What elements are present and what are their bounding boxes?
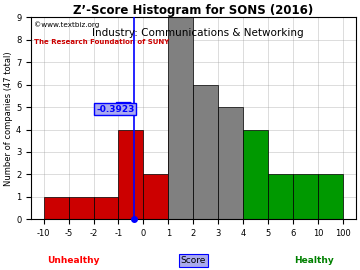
Text: Industry: Communications & Networking: Industry: Communications & Networking [92, 28, 304, 38]
Bar [44, 197, 68, 220]
Bar [94, 197, 118, 220]
Text: ©www.textbiz.org: ©www.textbiz.org [34, 21, 100, 28]
Bar [219, 107, 243, 220]
Bar [193, 85, 219, 220]
Bar [293, 174, 318, 220]
Text: Unhealthy: Unhealthy [47, 256, 99, 265]
Bar [318, 174, 343, 220]
Bar [118, 130, 144, 220]
Title: Z’-Score Histogram for SONS (2016): Z’-Score Histogram for SONS (2016) [73, 4, 314, 17]
Bar [269, 174, 293, 220]
Text: Score: Score [181, 256, 206, 265]
Text: Healthy: Healthy [294, 256, 333, 265]
Bar [68, 197, 94, 220]
Bar [144, 174, 168, 220]
Text: The Research Foundation of SUNY: The Research Foundation of SUNY [34, 39, 170, 45]
Bar [243, 130, 269, 220]
Y-axis label: Number of companies (47 total): Number of companies (47 total) [4, 51, 13, 185]
Bar [168, 17, 193, 220]
Text: -0.3923: -0.3923 [96, 104, 135, 114]
Bar [168, 85, 193, 220]
